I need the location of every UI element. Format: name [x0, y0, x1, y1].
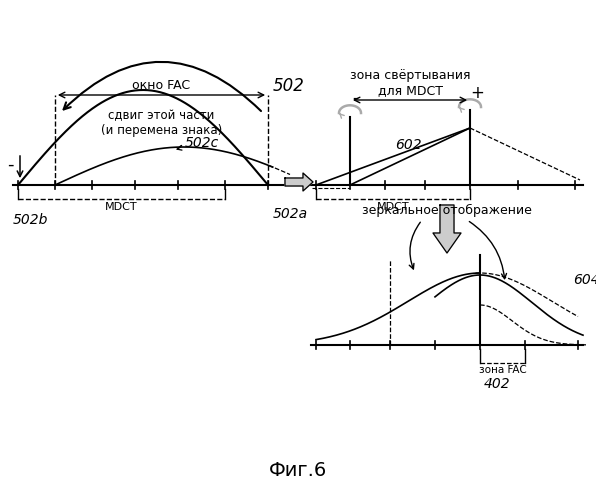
Text: зона FAC: зона FAC — [479, 365, 526, 375]
Text: 502a: 502a — [273, 207, 308, 221]
Text: 602: 602 — [395, 138, 421, 152]
Text: зеркальное отображение: зеркальное отображение — [362, 204, 532, 216]
Text: 502c: 502c — [185, 136, 219, 150]
Polygon shape — [285, 173, 313, 191]
Text: -: - — [7, 156, 13, 174]
Text: -: - — [352, 89, 358, 107]
Text: 502b: 502b — [13, 213, 48, 227]
Text: MDCT: MDCT — [105, 202, 138, 212]
Text: MDCT: MDCT — [377, 202, 409, 212]
Text: Фиг.6: Фиг.6 — [269, 460, 327, 479]
Text: 502: 502 — [273, 77, 305, 95]
Text: сдвиг этой части
(и перемена знака): сдвиг этой части (и перемена знака) — [101, 109, 222, 137]
Polygon shape — [433, 205, 461, 253]
Text: 402: 402 — [484, 377, 511, 391]
Text: 604: 604 — [573, 273, 596, 287]
Text: +: + — [470, 84, 484, 102]
Text: зона свёртывания
для MDCT: зона свёртывания для MDCT — [350, 69, 470, 97]
Text: окно FAC: окно FAC — [132, 79, 191, 92]
